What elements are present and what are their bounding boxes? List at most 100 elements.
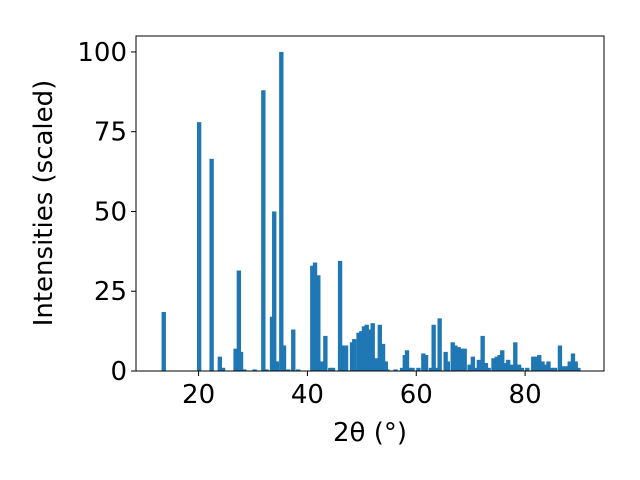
bar: [516, 364, 522, 371]
bar: [356, 332, 361, 371]
bar: [534, 356, 539, 371]
bar: [423, 355, 429, 371]
bar: [459, 348, 464, 371]
y-axis-ticks: 0 25 50 75 100: [77, 38, 136, 387]
bar: [467, 364, 472, 371]
bar: [453, 345, 458, 371]
bar: [503, 363, 508, 371]
bar: [407, 367, 412, 371]
bar: [236, 270, 242, 371]
bar: [483, 363, 489, 371]
x-axis-label: 2θ (°): [333, 418, 407, 448]
bar: [264, 369, 269, 371]
bar: [310, 265, 315, 371]
bar: [456, 347, 461, 371]
bar: [323, 335, 328, 371]
bar: [543, 364, 548, 371]
bar: [552, 367, 558, 371]
bar: [361, 326, 367, 371]
bar: [573, 361, 578, 371]
bar: [437, 318, 442, 371]
bar: [217, 356, 222, 371]
bar: [367, 329, 373, 371]
bar: [500, 350, 505, 371]
bar: [383, 361, 388, 371]
y-tick-label: 25: [94, 277, 127, 307]
bar: [385, 369, 390, 371]
bar: [462, 348, 467, 371]
bar: [330, 367, 336, 371]
bars-group: [161, 51, 581, 372]
bar: [393, 369, 398, 371]
bar: [564, 366, 569, 371]
x-tick-label: 20: [182, 380, 215, 410]
bar: [364, 324, 369, 371]
bar: [428, 367, 434, 371]
bar: [242, 369, 247, 371]
bar: [359, 331, 364, 371]
bar: [370, 323, 375, 371]
bar: [261, 90, 266, 371]
bar: [445, 361, 450, 371]
bar: [497, 355, 502, 371]
bar: [328, 367, 333, 371]
bar: [286, 369, 291, 371]
bar: [576, 367, 581, 371]
bar: [377, 324, 382, 371]
x-tick-label: 80: [509, 380, 542, 410]
bar: [509, 364, 514, 371]
bar: [341, 345, 346, 371]
bar: [399, 367, 405, 371]
bar: [233, 348, 238, 371]
x-tick-label: 40: [291, 380, 324, 410]
bar: [281, 345, 287, 371]
bar: [470, 356, 476, 371]
bar: [373, 358, 379, 371]
bar: [352, 339, 357, 371]
y-tick-label: 100: [77, 38, 127, 68]
bar: [434, 367, 439, 371]
bar: [537, 355, 542, 371]
bar: [274, 361, 280, 371]
x-axis-ticks: 20 40 60 80: [182, 371, 542, 410]
bar: [557, 345, 563, 371]
bar: [494, 356, 499, 371]
plot-frame: [135, 35, 605, 372]
bar: [319, 361, 324, 371]
bar: [380, 343, 386, 371]
x-tick-label: 60: [400, 380, 433, 410]
bar: [519, 367, 525, 371]
bar: [491, 358, 496, 371]
bar: [540, 361, 545, 371]
bar: [421, 353, 426, 371]
bar: [450, 342, 455, 371]
y-tick-label: 0: [110, 357, 127, 387]
bar: [546, 361, 551, 371]
bar: [513, 342, 518, 371]
bar: [316, 275, 321, 371]
bar: [525, 367, 530, 371]
bar: [404, 350, 410, 371]
bar: [291, 329, 296, 371]
bar: [220, 367, 226, 371]
bar: [486, 367, 491, 371]
bar: [506, 359, 511, 371]
bar: [473, 367, 479, 371]
bar: [550, 367, 555, 371]
bar: [295, 369, 301, 371]
bar: [560, 366, 565, 371]
bar: [161, 311, 166, 371]
bar: [196, 122, 202, 372]
bar: [402, 355, 408, 371]
bar: [343, 345, 349, 371]
bar: [279, 51, 284, 371]
bar: [337, 260, 343, 371]
bar: [431, 324, 436, 371]
bar: [567, 361, 572, 371]
bar: [312, 262, 318, 371]
bar: [238, 351, 244, 371]
bar: [476, 359, 482, 371]
bar: [531, 356, 536, 371]
bar: [252, 369, 257, 371]
